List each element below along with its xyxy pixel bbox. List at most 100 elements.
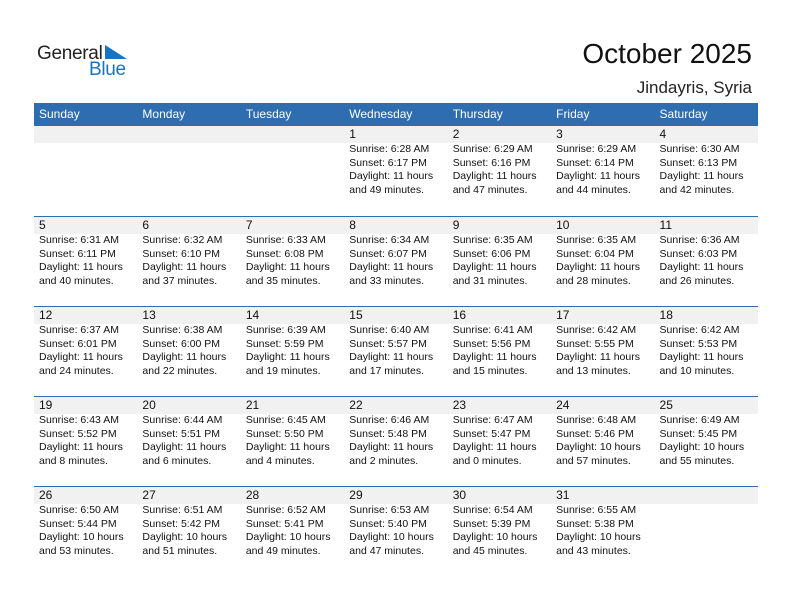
daylight-text: Daylight: 11 hours	[142, 261, 227, 273]
logo: General Blue	[37, 43, 132, 83]
day-cell: 5 Sunrise: 6:31 AM Sunset: 6:11 PM Daylight…	[34, 217, 137, 305]
daylight-minutes-text: and 53 minutes.	[39, 544, 114, 557]
sunrise-text: Sunrise: 6:48 AM	[556, 414, 637, 426]
sunrise-text: Sunrise: 6:40 AM	[349, 324, 430, 336]
weekday-tuesday: Tuesday	[245, 107, 292, 121]
sunrise-text: Sunrise: 6:52 AM	[245, 504, 326, 516]
daylight-minutes-text: and 22 minutes.	[142, 364, 218, 377]
day-cell: 31 Sunrise: 6:55 AM Sunset: 5:38 PM Dayligh…	[551, 487, 654, 575]
daylight-minutes-text: and 28 minutes.	[556, 274, 631, 287]
sunrise-text: Sunrise: 6:42 AM	[659, 324, 740, 336]
sunrise-text: Sunrise: 6:49 AM	[659, 414, 740, 426]
daylight-text: Daylight: 11 hours	[452, 441, 537, 453]
empty-cell	[137, 126, 240, 214]
day-cell: 4 Sunrise: 6:30 AM Sunset: 6:13 PM Daylight…	[655, 126, 758, 214]
daylight-minutes-text: and 47 minutes.	[452, 183, 528, 196]
sunset-text: Sunset: 6:08 PM	[245, 247, 324, 260]
sunset-text: Sunset: 5:59 PM	[245, 337, 324, 350]
daylight-minutes-text: and 17 minutes.	[349, 364, 424, 377]
weekday-thursday: Thursday	[452, 107, 503, 121]
sunset-text: Sunset: 5:39 PM	[452, 517, 531, 530]
day-cell: 18 Sunrise: 6:42 AM Sunset: 5:53 PM Dayligh…	[655, 307, 758, 395]
sunset-text: Sunset: 6:00 PM	[142, 337, 221, 350]
day-cell: 17 Sunrise: 6:42 AM Sunset: 5:55 PM Dayligh…	[551, 307, 654, 395]
day-cell: 10 Sunrise: 6:35 AM Sunset: 6:04 PM Dayligh…	[551, 217, 654, 305]
day-number: 24	[556, 398, 570, 412]
day-cell: 9 Sunrise: 6:35 AM Sunset: 6:06 PM Daylight…	[448, 217, 551, 305]
daylight-text: Daylight: 11 hours	[556, 351, 640, 363]
daylight-text: Daylight: 10 hours	[659, 441, 745, 453]
day-number: 25	[659, 398, 673, 412]
day-number: 6	[142, 218, 150, 232]
daylight-text: Daylight: 10 hours	[142, 531, 228, 543]
sunset-text: Sunset: 5:47 PM	[452, 427, 531, 440]
day-number: 28	[245, 488, 260, 502]
daylight-text: Daylight: 10 hours	[452, 531, 538, 543]
day-number: 13	[142, 308, 156, 322]
day-number: 14	[245, 308, 260, 322]
daylight-minutes-text: and 51 minutes.	[142, 544, 218, 557]
date-band	[34, 307, 758, 324]
logo-text-general: General	[37, 43, 103, 64]
sunrise-text: Sunrise: 6:42 AM	[556, 324, 637, 336]
daylight-minutes-text: and 49 minutes.	[245, 544, 321, 557]
daylight-text: Daylight: 11 hours	[659, 351, 744, 363]
sunrise-text: Sunrise: 6:43 AM	[39, 414, 119, 426]
day-cell: 13 Sunrise: 6:38 AM Sunset: 6:00 PM Dayligh…	[137, 307, 240, 395]
sunrise-text: Sunrise: 6:47 AM	[452, 414, 533, 426]
day-number: 5	[39, 218, 46, 232]
sunrise-text: Sunrise: 6:46 AM	[349, 414, 430, 426]
sunset-text: Sunset: 5:53 PM	[659, 337, 738, 350]
daylight-minutes-text: and 45 minutes.	[452, 544, 528, 557]
day-number: 10	[556, 218, 570, 232]
page-title: October 2025	[582, 38, 752, 69]
sunset-text: Sunset: 6:14 PM	[556, 156, 634, 169]
daylight-text: Daylight: 11 hours	[349, 351, 434, 363]
sunset-text: Sunset: 6:11 PM	[39, 247, 116, 260]
daylight-text: Daylight: 11 hours	[142, 351, 227, 363]
sunset-text: Sunset: 5:46 PM	[556, 427, 634, 440]
sunrise-text: Sunrise: 6:30 AM	[659, 143, 740, 155]
empty-cell	[241, 126, 344, 214]
day-number: 9	[452, 218, 460, 232]
day-cell: 7 Sunrise: 6:33 AM Sunset: 6:08 PM Daylight…	[241, 217, 344, 305]
daylight-minutes-text: and 42 minutes.	[659, 183, 735, 196]
date-band	[34, 487, 758, 504]
daylight-text: Daylight: 10 hours	[245, 531, 331, 543]
day-cell: 23 Sunrise: 6:47 AM Sunset: 5:47 PM Dayligh…	[448, 397, 551, 485]
day-number: 26	[39, 488, 53, 502]
day-cell: 22 Sunrise: 6:46 AM Sunset: 5:48 PM Dayligh…	[344, 397, 447, 485]
sunrise-text: Sunrise: 6:35 AM	[556, 234, 637, 246]
sunset-text: Sunset: 5:38 PM	[556, 517, 634, 530]
daylight-minutes-text: and 10 minutes.	[659, 364, 735, 377]
daylight-minutes-text: and 33 minutes.	[349, 274, 424, 287]
day-cell: 8 Sunrise: 6:34 AM Sunset: 6:07 PM Daylight…	[344, 217, 447, 305]
sunrise-text: Sunrise: 6:41 AM	[452, 324, 533, 336]
day-number: 16	[452, 308, 467, 322]
sunrise-text: Sunrise: 6:28 AM	[349, 143, 430, 155]
date-band	[34, 126, 758, 143]
daylight-minutes-text: and 57 minutes.	[556, 454, 631, 467]
day-number: 29	[349, 488, 363, 502]
sunset-text: Sunset: 5:42 PM	[142, 517, 221, 530]
day-cell: 15 Sunrise: 6:40 AM Sunset: 5:57 PM Dayligh…	[344, 307, 447, 395]
sunrise-text: Sunrise: 6:44 AM	[142, 414, 223, 426]
daylight-text: Daylight: 11 hours	[556, 261, 640, 273]
sunrise-text: Sunrise: 6:36 AM	[659, 234, 740, 246]
daylight-minutes-text: and 2 minutes.	[349, 454, 419, 467]
daylight-minutes-text: and 49 minutes.	[349, 183, 424, 196]
day-cell: 2 Sunrise: 6:29 AM Sunset: 6:16 PM Daylight…	[448, 126, 551, 214]
daylight-text: Daylight: 11 hours	[349, 261, 434, 273]
sunset-text: Sunset: 6:04 PM	[556, 247, 634, 260]
empty-cell	[34, 126, 137, 214]
day-number: 3	[556, 127, 563, 141]
daylight-minutes-text: and 37 minutes.	[142, 274, 218, 287]
sunset-text: Sunset: 5:44 PM	[39, 517, 117, 530]
sunrise-text: Sunrise: 6:32 AM	[142, 234, 223, 246]
week-row: 1 Sunrise: 6:28 AM Sunset: 6:17 PM Daylight…	[34, 126, 758, 216]
daylight-minutes-text: and 55 minutes.	[659, 454, 735, 467]
daylight-minutes-text: and 24 minutes.	[39, 364, 114, 377]
weekday-sunday: Sunday	[39, 107, 80, 121]
sunrise-text: Sunrise: 6:29 AM	[452, 143, 533, 155]
day-cell: 3 Sunrise: 6:29 AM Sunset: 6:14 PM Daylight…	[551, 126, 654, 214]
